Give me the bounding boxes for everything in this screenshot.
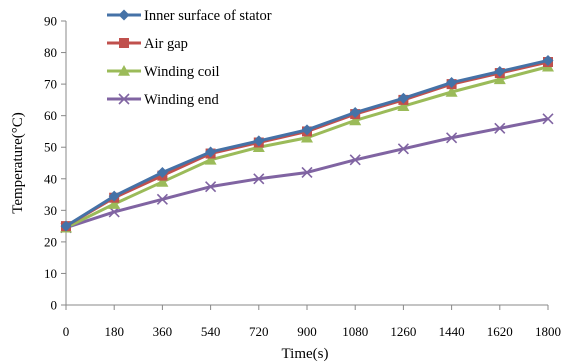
data-point <box>397 92 409 104</box>
data-point <box>253 135 265 147</box>
data-point <box>253 173 265 185</box>
data-point <box>446 77 458 89</box>
data-point <box>156 175 169 187</box>
data-point <box>494 65 506 77</box>
data-point <box>156 166 168 178</box>
data-point <box>445 86 458 97</box>
data-point <box>493 73 506 85</box>
legend-item: Winding coil <box>107 64 220 80</box>
y-tick-label: 50 <box>44 140 57 155</box>
data-point <box>60 220 72 232</box>
data-point <box>301 124 313 136</box>
legend-label: Inner surface of stator <box>144 8 272 24</box>
series-1 <box>60 54 554 232</box>
data-point <box>301 166 313 179</box>
legend-item: Inner surface of stator <box>107 8 272 24</box>
y-tick-label: 30 <box>44 203 57 218</box>
x-tick-label: 1800 <box>535 324 561 339</box>
y-ticks: 0 10 20 30 40 50 60 70 80 90 <box>44 14 66 313</box>
legend-item: Winding end <box>107 92 219 108</box>
x-tick-label: 180 <box>104 324 124 339</box>
y-tick-label: 70 <box>44 77 57 92</box>
legend-label: Winding end <box>144 92 219 108</box>
x-tick-label: 720 <box>249 324 269 339</box>
y-tick-label: 90 <box>44 14 57 29</box>
data-point <box>397 100 410 111</box>
y-tick-label: 10 <box>44 266 57 281</box>
x-tick-label: 1620 <box>487 324 513 339</box>
data-point <box>108 198 121 209</box>
x-tick-label: 360 <box>153 324 173 339</box>
data-point <box>446 132 458 144</box>
legend-marker <box>118 9 130 21</box>
y-tick-label: 40 <box>44 171 57 186</box>
data-point <box>156 193 168 205</box>
x-axis-title: Time(s) <box>282 346 329 362</box>
x-tick-label: 0 <box>63 324 70 339</box>
data-point <box>542 113 554 125</box>
legend-label: Winding coil <box>144 64 220 80</box>
data-point <box>108 190 120 202</box>
data-point <box>494 122 506 134</box>
x-tick-label: 1440 <box>439 324 465 339</box>
data-point <box>301 131 313 143</box>
y-tick-label: 60 <box>44 108 57 123</box>
y-tick-label: 80 <box>44 45 57 60</box>
x-ticks: 0 180 360 540 720 900 1080 1260 1440 1620 1800 <box>63 305 561 339</box>
legend-label: Air gap <box>144 36 188 52</box>
legend-marker <box>118 93 130 105</box>
data-point <box>204 153 217 165</box>
series-line <box>65 65 549 230</box>
x-tick-label: 1080 <box>342 324 368 339</box>
legend: Inner surface of stator Air gap Winding co… <box>107 8 272 108</box>
x-tick-label: 900 <box>297 324 317 339</box>
data-point <box>349 114 362 126</box>
data-point <box>205 181 217 193</box>
legend-marker <box>118 65 130 76</box>
y-tick-label: 0 <box>51 298 58 313</box>
legend-marker <box>119 38 129 48</box>
legend-item: Air gap <box>107 36 188 52</box>
data-point <box>397 143 409 155</box>
axes <box>65 21 548 306</box>
data-point <box>349 154 361 166</box>
data-point <box>542 54 554 66</box>
x-tick-label: 1260 <box>390 324 416 339</box>
series-layer <box>60 54 554 234</box>
data-point <box>349 107 361 119</box>
data-point <box>205 146 217 158</box>
x-tick-label: 540 <box>201 324 221 339</box>
y-tick-label: 20 <box>44 234 57 249</box>
y-axis-title: Temperature(°C) <box>10 112 26 214</box>
